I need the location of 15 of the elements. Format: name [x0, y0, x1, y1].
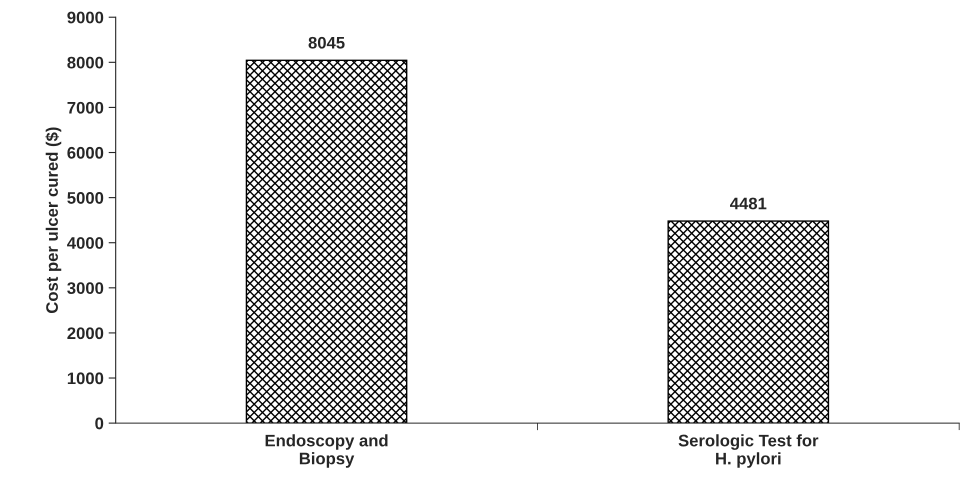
y-tick-label: 3000	[67, 282, 104, 294]
y-tick-label: 9000	[67, 12, 104, 24]
y-tick-label: 0	[95, 418, 104, 430]
y-tick-label: 6000	[67, 146, 104, 159]
data-label: 4481	[730, 198, 766, 210]
y-tick-label: 4000	[67, 237, 104, 249]
x-tick-label: Serologic Test for H. pylori	[678, 434, 818, 468]
y-tick-label: 1000	[68, 372, 104, 384]
y-tick-label: 8000	[67, 56, 104, 69]
y-axis-title: Cost per ulcer cured ($)	[45, 127, 62, 314]
y-tick-label: 7000	[68, 102, 104, 114]
y-tick-label: 2000	[67, 327, 104, 340]
y-tick-label: 5000	[67, 192, 104, 204]
x-tick-label: Endoscopy and Biopsy	[266, 434, 388, 468]
data-label: 8045	[308, 36, 345, 49]
